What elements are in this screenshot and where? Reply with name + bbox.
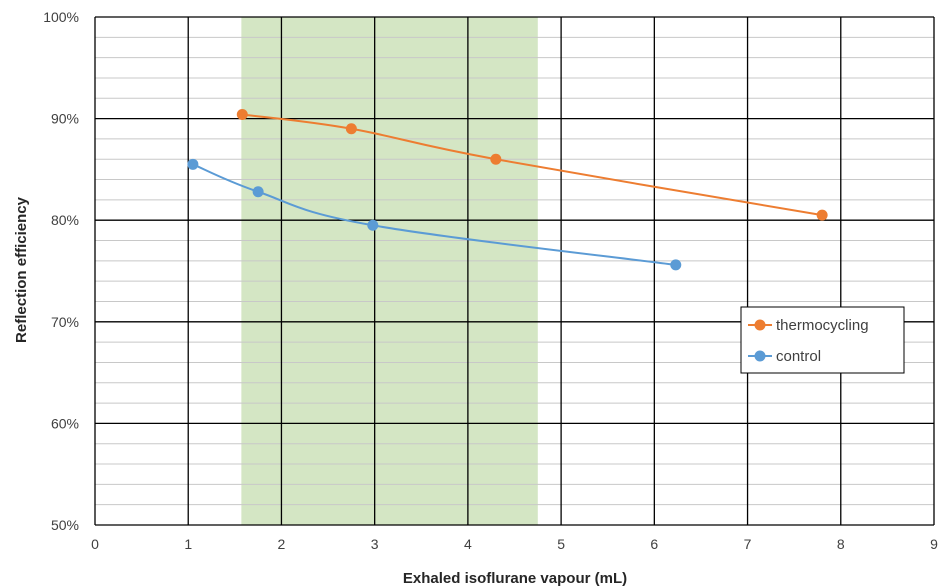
data-point-control [670, 259, 682, 271]
y-tick-label: 60% [51, 415, 79, 431]
y-tick-label: 100% [43, 9, 79, 25]
legend-label-control: control [776, 348, 821, 365]
y-tick-label: 90% [51, 111, 79, 127]
grid-layer [94, 16, 935, 526]
series-layer [187, 109, 828, 271]
x-tick-label: 4 [464, 536, 472, 552]
y-axis-title: Reflection efficiency [13, 196, 30, 343]
legend-label-thermocycling: thermocycling [776, 317, 869, 334]
x-tick-label: 7 [744, 536, 752, 552]
data-point-thermocycling [816, 209, 828, 221]
data-point-thermocycling [490, 153, 502, 165]
x-tick-label: 0 [91, 536, 99, 552]
legend: thermocycling control [740, 306, 905, 374]
series-line-control [192, 163, 676, 266]
data-point-control [252, 186, 264, 198]
x-tick-label: 9 [930, 536, 938, 552]
data-point-control [367, 219, 379, 231]
x-axis-title: Exhaled isoflurane vapour (mL) [403, 570, 627, 587]
legend-swatch-marker-control [754, 350, 766, 362]
x-tick-label: 3 [371, 536, 379, 552]
x-tick-label: 8 [837, 536, 845, 552]
data-point-thermocycling [345, 123, 357, 135]
series-line-thermocycling [242, 113, 823, 217]
legend-box [740, 306, 905, 374]
data-point-control [187, 158, 199, 170]
data-point-thermocycling [236, 109, 248, 121]
legend-swatch-marker-thermocycling [754, 319, 766, 331]
y-tick-label: 70% [51, 314, 79, 330]
x-tick-label: 6 [650, 536, 658, 552]
y-tick-label: 50% [51, 517, 79, 533]
y-tick-label: 80% [51, 212, 79, 228]
tick-label-layer: 0 1 2 3 4 5 6 7 8 9 50% 60% 70% 80% 90% 100% [43, 9, 938, 552]
x-tick-label: 5 [557, 536, 565, 552]
x-tick-label: 1 [184, 536, 192, 552]
shaded-region [241, 17, 538, 525]
x-tick-label: 2 [278, 536, 286, 552]
shaded-region-layer [241, 17, 538, 525]
